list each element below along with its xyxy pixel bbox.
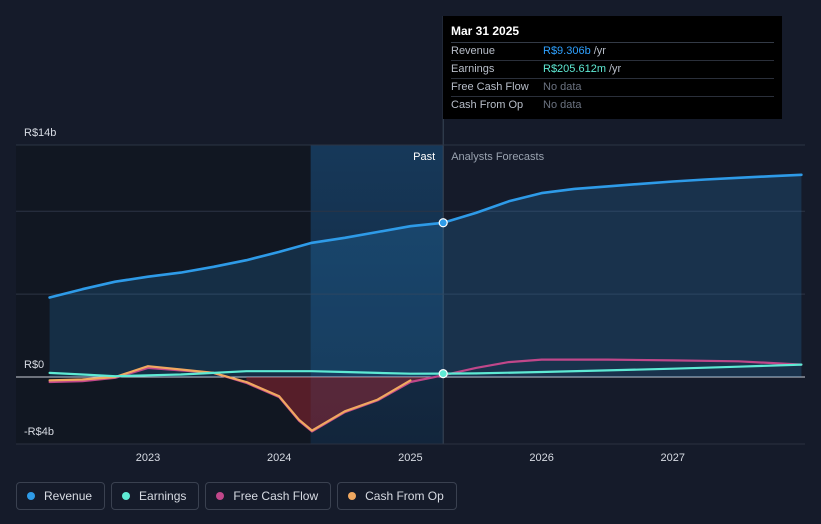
earnings-line (48, 363, 803, 378)
y-tick-label: R$0 (24, 359, 44, 371)
earnings-marker-point (438, 368, 448, 379)
legend-item-cash-from-op[interactable]: Cash From Op (337, 482, 457, 510)
revenue-area (49, 174, 802, 377)
hover-tooltip: Mar 31 2025 Revenue R$9.306b /yr Earning… (443, 16, 782, 119)
tooltip-row-cash-from-op: Cash From Op No data (451, 97, 774, 114)
x-tick-label: 2023 (136, 452, 160, 464)
legend-label: Earnings (139, 489, 187, 503)
tooltip-label: Revenue (451, 45, 496, 57)
legend-dot-icon (348, 492, 357, 500)
legend-item-earnings[interactable]: Earnings (111, 482, 200, 510)
tooltip-value: R$205.612m (543, 63, 606, 75)
tooltip-date: Mar 31 2025 (451, 24, 774, 43)
past-label: Past (413, 151, 435, 163)
legend-label: Free Cash Flow (233, 489, 319, 503)
tooltip-row-earnings: Earnings R$205.612m /yr (451, 61, 774, 79)
legend-item-revenue[interactable]: Revenue (16, 482, 106, 510)
tooltip-unit: /yr (593, 45, 606, 57)
tooltip-label: Cash From Op (451, 99, 524, 111)
tooltip-label: Free Cash Flow (451, 81, 529, 93)
tooltip-value: No data (543, 81, 582, 93)
lines-layer (48, 173, 803, 433)
tooltip-label: Earnings (451, 63, 495, 75)
legend-item-free-cash-flow[interactable]: Free Cash Flow (205, 482, 332, 510)
legend: Revenue Earnings Free Cash Flow Cash Fro… (16, 482, 457, 510)
gridlines-layer (16, 144, 805, 378)
x-tick-label: 2025 (398, 452, 422, 464)
axis-labels-layer: R$14b R$0 -R$4b 2023 2024 2025 2026 2027 Past Ana… (24, 127, 685, 464)
forecast-label: Analysts Forecasts (451, 151, 544, 163)
x-tick-label: 2024 (267, 452, 291, 464)
y-tick-label: -R$4b (24, 426, 54, 438)
revenue-line (48, 173, 803, 299)
revenue-marker-point (438, 218, 448, 228)
x-tick-label: 2027 (661, 452, 685, 464)
tooltip-value: No data (543, 99, 582, 111)
tooltip-unit: /yr (609, 63, 622, 75)
tooltip-row-free-cash-flow: Free Cash Flow No data (451, 79, 774, 97)
legend-dot-icon (216, 492, 225, 500)
legend-label: Revenue (44, 489, 93, 503)
legend-label: Cash From Op (365, 489, 444, 503)
x-tick-label: 2026 (529, 452, 553, 464)
legend-dot-icon (27, 492, 35, 500)
legend-dot-icon (122, 492, 131, 500)
y-tick-label: R$14b (24, 127, 56, 139)
tooltip-value: R$9.306b (543, 45, 591, 57)
tooltip-row-revenue: Revenue R$9.306b /yr (451, 43, 774, 61)
